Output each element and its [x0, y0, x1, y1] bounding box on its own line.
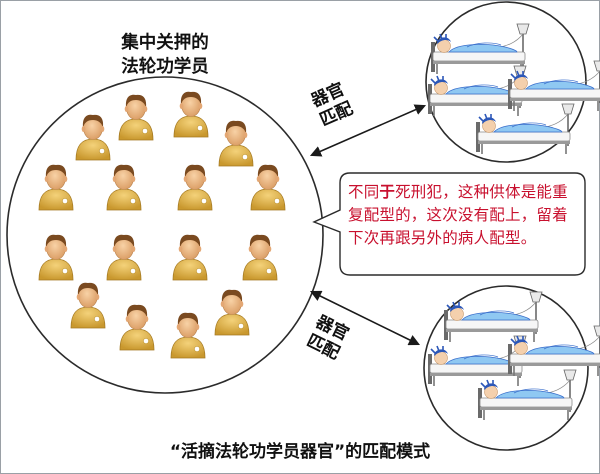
double-arrow-icon	[309, 290, 421, 346]
callout-part1: 不同	[348, 183, 380, 201]
diagram-caption: “活摘法轮功学员器官”的匹配模式	[169, 442, 431, 462]
callout-emphasis: 于	[379, 183, 396, 201]
double-arrow-icon	[309, 104, 427, 157]
callout-text: 不同于死刑犯，这种供体是能重复配型的，这次没有配上，留着下次再跟另外的病人配型。	[336, 175, 584, 273]
speech-callout	[312, 172, 586, 276]
detained-group-label-line2: 法轮功学员	[121, 56, 209, 77]
callout-part2: 死刑犯，这种供体是能重复配型的，这次没有配上，留着下次再跟另外的病人配型。	[348, 183, 568, 247]
detained-group-label-line1: 集中关押的	[120, 32, 209, 53]
hospital-circle-top	[425, 1, 587, 163]
